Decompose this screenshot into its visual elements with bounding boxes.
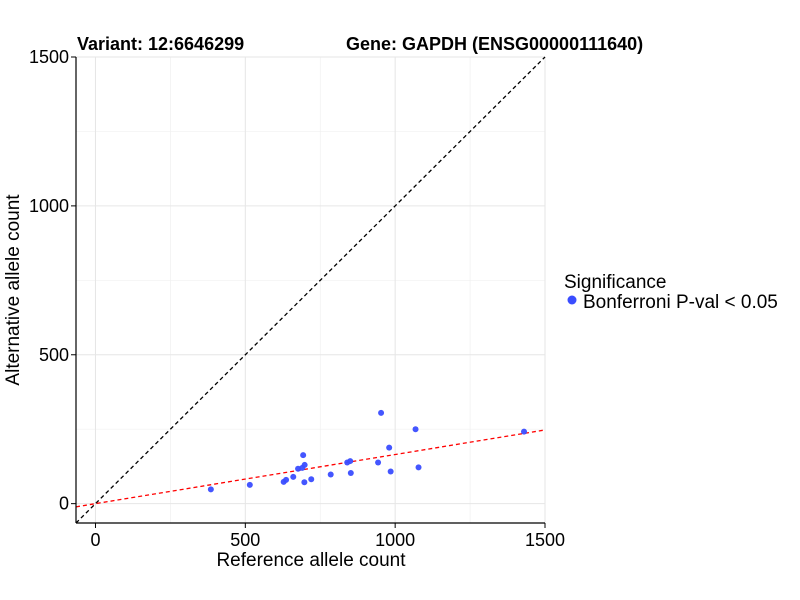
data-point: [207, 486, 214, 493]
x-axis-ticks: 0 500 1000 1500: [90, 523, 565, 550]
x-tick-label: 0: [90, 530, 100, 550]
data-point: [246, 481, 253, 488]
legend-entry-label: Bonferroni P-val < 0.05: [583, 292, 778, 313]
data-point: [378, 409, 385, 416]
data-point: [308, 476, 315, 483]
reference-lines: [75, 56, 546, 524]
data-point: [375, 459, 382, 466]
y-axis-ticks: 0 500 1000 1500: [29, 47, 76, 514]
x-axis-label: Reference allele count: [216, 550, 406, 571]
data-points: [207, 409, 528, 493]
title-gene: Gene: GAPDH (ENSG00000111640): [346, 34, 643, 54]
y-tick-label: 1000: [29, 196, 69, 216]
y-tick-label: 1500: [29, 47, 69, 67]
x-tick-label: 1000: [375, 530, 415, 550]
legend-title: Significance: [564, 272, 666, 293]
grid-minor: [76, 57, 545, 523]
data-point: [415, 464, 422, 471]
data-point: [290, 473, 297, 480]
x-tick-label: 500: [230, 530, 260, 550]
data-point: [300, 452, 307, 459]
data-point: [327, 471, 334, 478]
data-point: [301, 479, 308, 486]
y-tick-label: 500: [39, 345, 69, 365]
data-point: [386, 444, 393, 451]
data-point: [347, 458, 354, 465]
legend: Significance Bonferroni P-val < 0.05: [564, 272, 778, 313]
reference-line-1: [75, 429, 546, 508]
data-point: [521, 428, 528, 435]
y-axis-label: Alternative allele count: [3, 194, 24, 386]
data-point: [347, 469, 354, 476]
grid-major: [76, 56, 546, 523]
y-tick-label: 0: [59, 494, 69, 514]
reference-line-0: [75, 56, 546, 524]
data-point: [387, 468, 394, 475]
data-point: [283, 476, 290, 483]
data-point: [301, 461, 308, 468]
data-point: [412, 426, 419, 433]
axes: [75, 57, 545, 524]
title-variant: Variant: 12:6646299: [77, 34, 244, 54]
legend-marker: [567, 295, 577, 305]
x-tick-label: 1500: [525, 530, 565, 550]
